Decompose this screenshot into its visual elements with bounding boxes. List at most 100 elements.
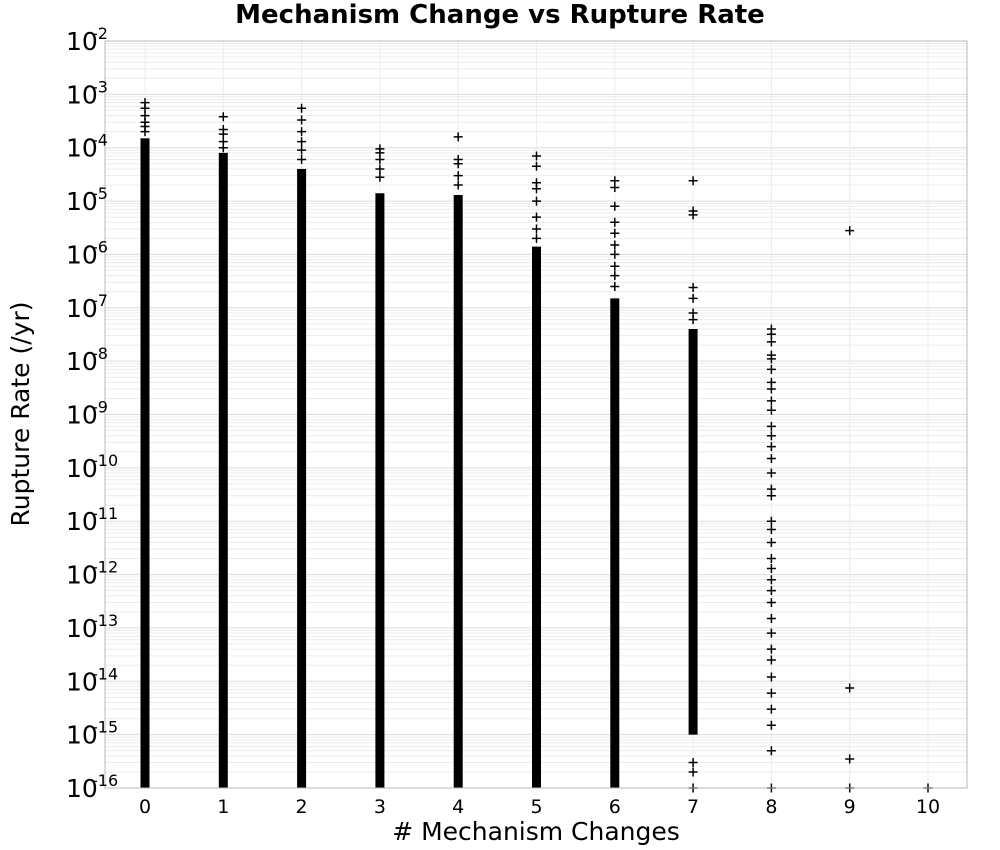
y-tick-exponent: -5 <box>92 184 108 203</box>
y-tick-exponent: -14 <box>92 664 118 683</box>
data-point <box>297 127 307 137</box>
data-point <box>610 249 620 259</box>
data-point <box>688 315 698 325</box>
data-point <box>218 143 228 153</box>
data-point <box>845 683 855 693</box>
y-tick-label: 10 <box>66 187 98 216</box>
data-point <box>766 575 776 585</box>
data-point-cluster <box>375 193 385 788</box>
y-tick-label: 10 <box>66 401 98 430</box>
data-point <box>375 172 385 182</box>
data-point <box>766 704 776 714</box>
x-tick-label: 5 <box>530 796 542 818</box>
data-point <box>766 746 776 756</box>
y-tick-exponent: -16 <box>92 771 118 790</box>
data-point <box>532 161 541 171</box>
data-point <box>766 329 776 339</box>
data-point <box>766 597 776 607</box>
data-point <box>766 337 776 347</box>
y-tick-exponent: -9 <box>92 398 108 417</box>
y-tick-exponent: -10 <box>92 451 118 470</box>
data-point <box>297 115 307 125</box>
y-tick-label: 10 <box>66 507 98 536</box>
data-point <box>297 155 307 165</box>
data-point <box>610 217 620 227</box>
data-point <box>297 103 307 113</box>
data-point <box>766 720 776 730</box>
y-tick-exponent: -8 <box>92 344 108 363</box>
data-point-cluster <box>610 298 620 788</box>
data-point <box>845 226 855 236</box>
data-point <box>532 233 541 243</box>
data-point <box>766 554 776 564</box>
data-point <box>766 405 776 415</box>
data-point <box>766 468 776 478</box>
x-tick-label: 1 <box>217 796 229 818</box>
data-point <box>766 614 776 624</box>
data-point <box>845 754 855 764</box>
y-tick-exponent: -6 <box>92 237 108 256</box>
data-point <box>610 228 620 238</box>
data-point <box>688 767 698 777</box>
x-tick-label: 4 <box>452 796 464 818</box>
data-point-cluster <box>140 138 150 789</box>
data-point <box>610 201 620 211</box>
y-axis-label: Rupture Rate (/yr) <box>6 302 35 527</box>
data-points <box>140 98 933 793</box>
y-tick-label: 10 <box>66 134 98 163</box>
y-axis-ticks: 10-210-310-410-510-610-710-810-910-1010-… <box>66 24 118 803</box>
chart-title: Mechanism Change vs Rupture Rate <box>235 0 765 30</box>
data-point <box>688 176 698 186</box>
y-tick-exponent: -12 <box>92 558 118 577</box>
data-point-cluster <box>688 329 698 735</box>
data-point <box>766 421 776 431</box>
x-axis-label: # Mechanism Changes <box>392 817 680 846</box>
y-tick-label: 10 <box>66 774 98 803</box>
data-point-cluster <box>453 194 463 789</box>
data-point <box>532 196 541 206</box>
x-tick-label: 8 <box>765 796 777 818</box>
data-point <box>688 282 698 292</box>
data-point <box>610 240 620 250</box>
y-tick-label: 10 <box>66 614 98 643</box>
data-point <box>766 354 776 364</box>
x-tick-label: 6 <box>609 796 621 818</box>
data-point <box>453 132 463 142</box>
data-point <box>375 155 385 165</box>
y-tick-label: 10 <box>66 721 98 750</box>
data-point <box>766 563 776 573</box>
data-point <box>766 442 776 452</box>
y-tick-label: 10 <box>66 561 98 590</box>
data-point-cluster <box>297 168 307 788</box>
data-point <box>766 688 776 698</box>
x-tick-label: 2 <box>296 796 308 818</box>
data-point <box>532 184 541 194</box>
x-axis-ticks: 0 1 2 3 4 5 6 7 8 9 10 <box>139 796 940 818</box>
data-point <box>688 210 698 220</box>
x-tick-label: 10 <box>916 796 940 818</box>
data-point <box>297 145 307 155</box>
data-point <box>766 491 776 501</box>
y-tick-exponent: -4 <box>92 131 108 150</box>
data-point <box>610 282 620 292</box>
data-point-cluster <box>532 246 541 788</box>
data-point <box>766 537 776 547</box>
data-point <box>375 164 385 174</box>
data-point <box>297 137 307 147</box>
data-point <box>688 758 698 768</box>
y-tick-exponent: -7 <box>92 291 108 310</box>
y-tick-exponent: -15 <box>92 718 118 737</box>
data-point <box>766 384 776 394</box>
y-tick-label: 10 <box>66 454 98 483</box>
y-tick-exponent: -3 <box>92 77 108 96</box>
data-point <box>766 672 776 682</box>
y-tick-label: 10 <box>66 80 98 109</box>
data-point <box>610 261 620 271</box>
data-point <box>218 129 228 139</box>
data-point <box>453 159 463 169</box>
x-tick-label: 9 <box>844 796 856 818</box>
data-point <box>532 224 541 234</box>
data-point <box>688 293 698 303</box>
data-point-cluster <box>218 152 228 788</box>
